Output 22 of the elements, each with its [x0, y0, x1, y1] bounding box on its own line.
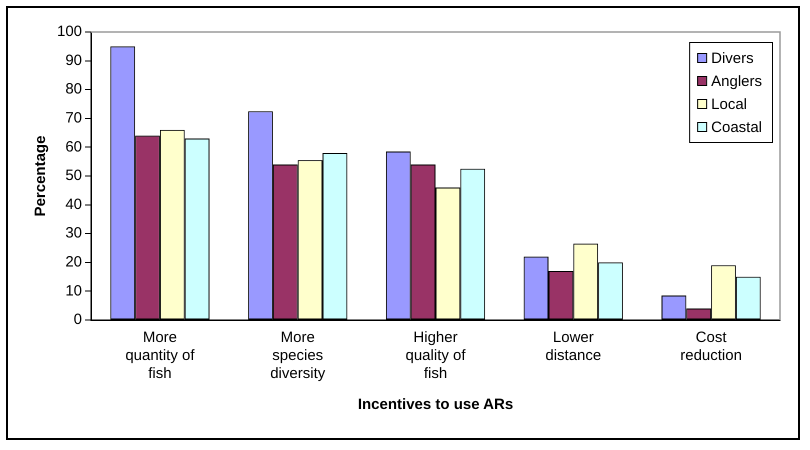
y-tick-label: 60 [65, 138, 82, 156]
x-tick-label: Cost reduction [680, 329, 742, 364]
y-tick-label: 80 [65, 80, 82, 98]
x-axis-title: Incentives to use ARs [358, 396, 514, 414]
y-tick-label: 30 [65, 224, 82, 242]
y-tick-label: 0 [74, 311, 82, 328]
x-tick-label: Higher quality of fish [405, 329, 466, 382]
legend-label: Anglers [711, 73, 762, 90]
y-tick-label: 70 [65, 110, 82, 127]
y-tick-label: 50 [65, 167, 82, 184]
x-tick-label: More species diversity [270, 329, 326, 382]
y-tick-label: 40 [65, 196, 82, 213]
legend-label: Coastal [711, 119, 762, 136]
legend-label: Local [711, 96, 747, 114]
x-tick-label: Lower distance [545, 329, 602, 364]
x-tick-label: More quantity of fish [125, 329, 196, 382]
y-tick-label: 20 [65, 254, 82, 271]
y-tick-label: 100 [56, 23, 82, 40]
y-tick-label: 10 [65, 282, 82, 300]
y-tick-label: 90 [65, 52, 82, 69]
legend-label: Divers [711, 50, 754, 68]
y-axis-title: Percentage [32, 136, 50, 216]
